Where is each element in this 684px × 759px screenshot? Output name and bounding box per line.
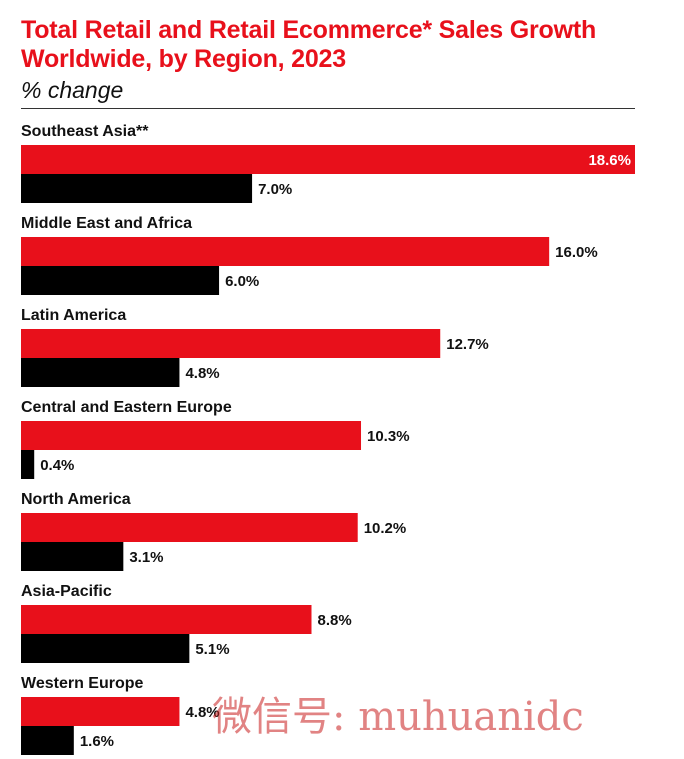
category-label-central-and-eastern-europe: Central and Eastern Europe bbox=[21, 399, 232, 416]
chart-title: Total Retail and Retail Ecommerce* Sales… bbox=[21, 16, 597, 73]
bar-ecommerce-central-and-eastern-europe bbox=[21, 421, 362, 450]
bar-total-retail-north-america bbox=[21, 542, 124, 571]
category-label-north-america: North America bbox=[21, 491, 131, 508]
chart-subtitle: % change bbox=[21, 77, 124, 103]
value-label-total-retail-western-europe: 1.6% bbox=[80, 733, 114, 750]
value-label-total-retail-north-america: 3.1% bbox=[129, 549, 163, 566]
bar-ecommerce-asia-pacific bbox=[21, 605, 312, 634]
category-label-western-europe: Western Europe bbox=[21, 675, 144, 692]
bar-ecommerce-north-america bbox=[21, 513, 358, 542]
value-label-total-retail-latin-america: 4.8% bbox=[185, 365, 219, 382]
value-label-ecommerce-north-america: 10.2% bbox=[364, 520, 407, 537]
value-label-total-retail-middle-east-and-africa: 6.0% bbox=[225, 273, 259, 290]
value-label-ecommerce-asia-pacific: 8.8% bbox=[317, 612, 351, 629]
bar-total-retail-western-europe bbox=[21, 726, 74, 755]
bar-ecommerce-latin-america bbox=[21, 329, 441, 358]
watermark-text: 微信号: muhuanidc bbox=[212, 694, 584, 740]
value-label-ecommerce-western-europe: 4.8% bbox=[185, 704, 219, 721]
bar-total-retail-central-and-eastern-europe bbox=[21, 450, 35, 479]
title-divider bbox=[21, 108, 635, 109]
value-label-total-retail-asia-pacific: 5.1% bbox=[195, 641, 229, 658]
value-label-ecommerce-southeast-asia: 18.6% bbox=[588, 152, 631, 169]
bar-ecommerce-southeast-asia bbox=[21, 145, 635, 174]
value-label-total-retail-southeast-asia: 7.0% bbox=[258, 181, 292, 198]
value-label-ecommerce-central-and-eastern-europe: 10.3% bbox=[367, 428, 410, 445]
bar-total-retail-latin-america bbox=[21, 358, 180, 387]
value-label-total-retail-central-and-eastern-europe: 0.4% bbox=[40, 457, 74, 474]
bar-ecommerce-middle-east-and-africa bbox=[21, 237, 550, 266]
value-label-ecommerce-latin-america: 12.7% bbox=[446, 336, 489, 353]
bar-total-retail-middle-east-and-africa bbox=[21, 266, 220, 295]
category-label-southeast-asia: Southeast Asia** bbox=[21, 123, 149, 140]
category-label-middle-east-and-africa: Middle East and Africa bbox=[21, 215, 192, 232]
value-label-ecommerce-middle-east-and-africa: 16.0% bbox=[555, 244, 598, 261]
bar-total-retail-southeast-asia bbox=[21, 174, 253, 203]
category-label-latin-america: Latin America bbox=[21, 307, 126, 324]
bar-total-retail-asia-pacific bbox=[21, 634, 190, 663]
bar-ecommerce-western-europe bbox=[21, 697, 180, 726]
category-label-asia-pacific: Asia-Pacific bbox=[21, 583, 112, 600]
